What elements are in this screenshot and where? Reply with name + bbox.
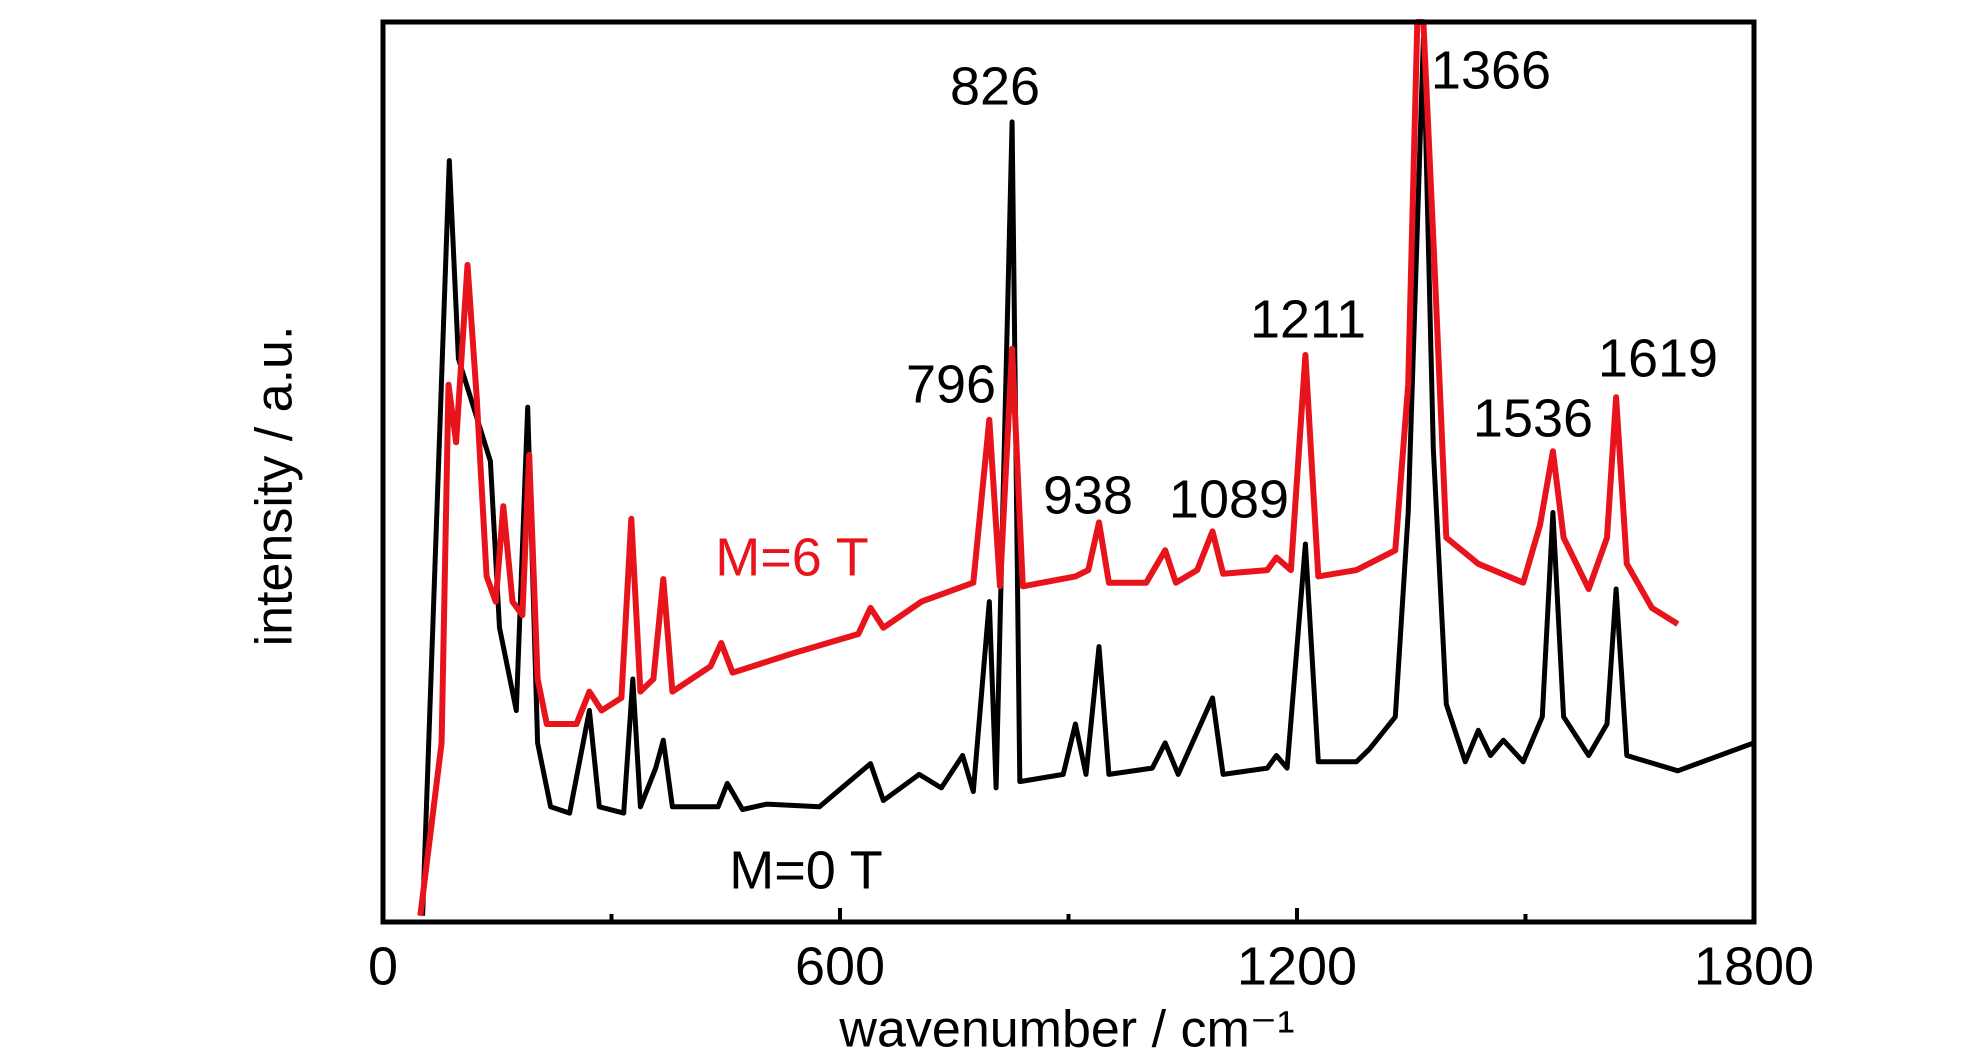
x-tick-label: 600 bbox=[795, 936, 885, 996]
peak-label: 1366 bbox=[1431, 40, 1551, 100]
peak-label: 1619 bbox=[1598, 328, 1718, 388]
x-tick-label: 0 bbox=[368, 936, 398, 996]
peak-label: 826 bbox=[950, 56, 1040, 116]
series-label: M=0 T bbox=[729, 840, 883, 900]
peak-label: 1089 bbox=[1169, 469, 1289, 529]
x-axis-label: wavenumber / cm⁻¹ bbox=[838, 1001, 1294, 1059]
peak-label: 1536 bbox=[1473, 388, 1593, 448]
x-tick-label: 1200 bbox=[1237, 936, 1357, 996]
spectrum-line bbox=[420, 35, 1754, 916]
series-label: M=6 T bbox=[715, 527, 869, 587]
peak-label: 796 bbox=[906, 354, 996, 414]
spectrum-line bbox=[417, 19, 1680, 917]
peak-label: 938 bbox=[1043, 465, 1133, 525]
y-axis-label: intensity / a.u. bbox=[246, 326, 304, 647]
x-tick-label: 1800 bbox=[1694, 936, 1814, 996]
peak-label: 1211 bbox=[1250, 289, 1366, 349]
